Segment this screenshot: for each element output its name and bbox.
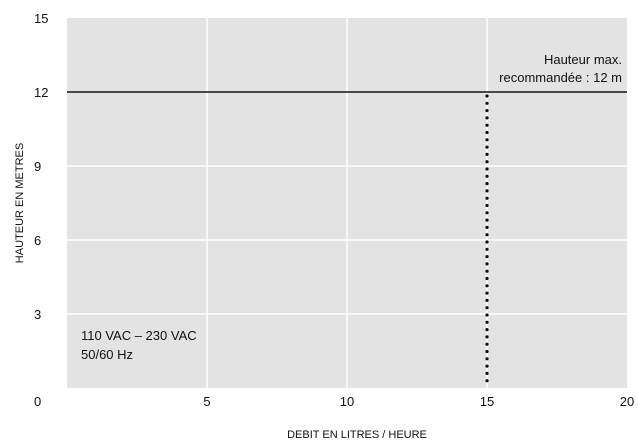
- tick-labels: 5 10 15 20 3 6 9 12 15 0: [34, 11, 634, 409]
- x-axis-label: DEBIT EN LITRES / HEURE: [287, 429, 427, 441]
- dotted-line-dot: [485, 174, 489, 178]
- dotted-line-dot: [485, 233, 489, 237]
- dotted-line-dot: [485, 371, 489, 375]
- dotted-line-dot: [485, 101, 489, 105]
- dotted-line-dot: [485, 218, 489, 222]
- dotted-line-dot: [485, 255, 489, 259]
- max-height-label-line-2: recommandée : 12 m: [499, 70, 622, 85]
- origin-label: 0: [34, 394, 41, 409]
- dotted-line-dot: [485, 182, 489, 186]
- dotted-line-dot: [485, 203, 489, 208]
- dotted-line-dot: [485, 335, 489, 339]
- frequency-annotation: 50/60 Hz: [81, 347, 133, 362]
- x-tick-label: 20: [620, 394, 634, 409]
- y-tick-label: 15: [34, 11, 48, 26]
- dotted-line-dot: [485, 342, 489, 346]
- y-tick-label: 3: [34, 307, 41, 322]
- y-tick-label: 9: [34, 159, 41, 174]
- dotted-line-dot: [485, 225, 489, 229]
- dotted-line-dot: [485, 109, 489, 113]
- dotted-line-dot: [485, 145, 489, 149]
- dotted-line-dot: [485, 328, 489, 332]
- dotted-line-dot: [485, 167, 489, 171]
- dotted-line-dot: [485, 313, 489, 317]
- dotted-line-dot: [485, 262, 489, 266]
- dotted-line-dot: [485, 211, 489, 215]
- y-tick-label: 12: [34, 85, 48, 100]
- dotted-line-dot: [485, 291, 489, 295]
- x-tick-label: 15: [480, 394, 494, 409]
- dotted-line-dot: [485, 160, 489, 164]
- dotted-line-dot: [485, 152, 489, 156]
- y-tick-label: 6: [34, 233, 41, 248]
- x-tick-label: 10: [340, 394, 354, 409]
- dotted-line-dot: [485, 298, 489, 302]
- voltage-annotation: 110 VAC – 230 VAC: [81, 328, 197, 343]
- dotted-line-dot: [485, 306, 489, 310]
- dotted-line-dot: [485, 320, 489, 324]
- dotted-line-dot: [485, 94, 489, 98]
- dotted-line-dot: [485, 240, 489, 244]
- reference-lines: [67, 91, 627, 383]
- dotted-line-dot: [485, 349, 489, 354]
- y-axis-label: HAUTEUR EN METRES: [14, 143, 26, 263]
- dotted-line-dot: [485, 130, 489, 135]
- max-height-label-line-1: Hauteur max.: [544, 52, 622, 67]
- dotted-line-dot: [485, 116, 489, 120]
- dotted-line-dot: [485, 284, 489, 288]
- dotted-line-dot: [485, 276, 489, 281]
- x-tick-label: 5: [203, 394, 210, 409]
- dotted-line-dot: [485, 379, 489, 383]
- dotted-line-dot: [485, 196, 489, 200]
- dotted-line-dot: [485, 123, 489, 127]
- dotted-line-dot: [485, 138, 489, 142]
- dotted-line-dot: [485, 269, 489, 273]
- dotted-line-dot: [485, 357, 489, 361]
- dotted-line-dot: [485, 364, 489, 368]
- dotted-line-dot: [485, 189, 489, 193]
- dotted-line-dot: [485, 247, 489, 251]
